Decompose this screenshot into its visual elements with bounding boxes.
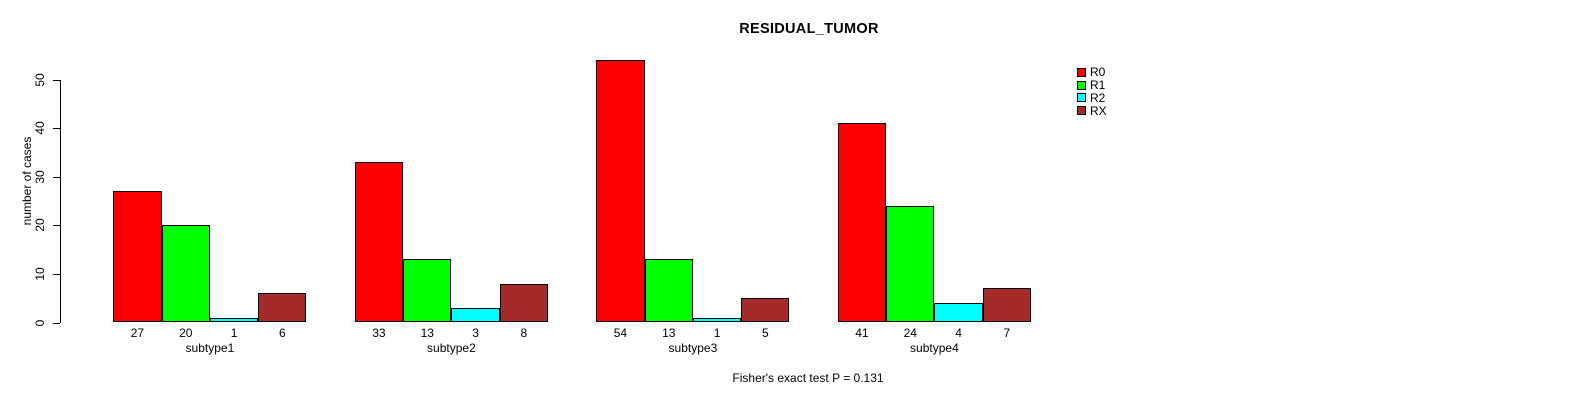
chart-title: RESIDUAL_TUMOR bbox=[739, 21, 879, 37]
y-axis-tick-label: 40 bbox=[33, 121, 47, 135]
bar-value-label: 20 bbox=[179, 325, 193, 340]
bar-subtype4-R1 bbox=[886, 205, 935, 323]
bar-subtype4-RX bbox=[982, 288, 1031, 323]
bar-value-label: 27 bbox=[130, 325, 145, 340]
y-axis-tick bbox=[52, 128, 60, 130]
y-axis-label: number of cases bbox=[20, 136, 34, 226]
legend-item: R2 bbox=[1077, 92, 1107, 105]
bar-subtype3-R2 bbox=[692, 317, 742, 323]
bar-value-label: 4 bbox=[955, 325, 962, 340]
bar-value-label: 3 bbox=[472, 325, 479, 340]
y-axis-tick-label: 0 bbox=[33, 319, 47, 326]
legend-swatch-RX bbox=[1077, 106, 1086, 116]
bar-subtype3-R0 bbox=[596, 60, 645, 323]
y-axis-tick bbox=[52, 225, 60, 227]
bar-subtype1-R2 bbox=[209, 317, 259, 323]
bar-value-label: 7 bbox=[1003, 325, 1011, 340]
bar-subtype2-R2 bbox=[451, 307, 500, 323]
x-category-label: subtype2 bbox=[427, 340, 476, 355]
bar-value-label: 13 bbox=[420, 325, 434, 340]
y-axis-tick-label: 50 bbox=[33, 72, 47, 87]
bar-subtype1-R0 bbox=[113, 191, 162, 323]
bar-value-label: 8 bbox=[520, 325, 528, 340]
fisher-test-annotation: Fisher's exact test P = 0.131 bbox=[732, 371, 884, 385]
bar-subtype2-R0 bbox=[354, 162, 404, 323]
legend-label: R0 bbox=[1090, 65, 1106, 80]
bar-value-label: 54 bbox=[613, 325, 628, 340]
legend-label: R2 bbox=[1090, 90, 1106, 105]
bar-value-label: 41 bbox=[855, 325, 869, 340]
legend-item: R1 bbox=[1077, 79, 1107, 92]
bar-value-label: 5 bbox=[762, 325, 769, 340]
legend: R0 R1 R2 RX bbox=[1077, 66, 1107, 117]
bar-value-label: 33 bbox=[372, 325, 386, 340]
bar-value-label: 13 bbox=[662, 325, 676, 340]
y-axis-tick bbox=[52, 322, 60, 324]
bar-subtype2-R1 bbox=[403, 259, 452, 323]
bar-value-label: 24 bbox=[903, 325, 917, 340]
y-axis-tick-label: 10 bbox=[33, 267, 47, 281]
legend-swatch-R1 bbox=[1077, 80, 1086, 90]
bar-subtype4-R2 bbox=[934, 303, 983, 323]
y-axis-tick bbox=[52, 176, 60, 178]
bar-subtype1-RX bbox=[258, 293, 307, 323]
bar-subtype4-R0 bbox=[837, 123, 887, 323]
x-category-label: subtype1 bbox=[185, 340, 235, 355]
bar-value-label: 1 bbox=[230, 325, 238, 340]
legend-swatch-R0 bbox=[1077, 67, 1086, 77]
bar-subtype1-R1 bbox=[161, 225, 210, 323]
x-category-label: subtype3 bbox=[668, 340, 718, 355]
legend-item: R0 bbox=[1077, 66, 1107, 79]
y-axis-tick bbox=[52, 79, 60, 81]
legend-item: RX bbox=[1077, 104, 1107, 117]
bar-value-label: 6 bbox=[279, 325, 286, 340]
legend-swatch-R2 bbox=[1077, 93, 1086, 103]
bar-subtype3-RX bbox=[741, 298, 790, 323]
bar-value-label: 1 bbox=[713, 325, 721, 340]
y-axis-tick-label: 20 bbox=[33, 218, 47, 232]
legend-label: R1 bbox=[1090, 78, 1106, 93]
y-axis-tick-label: 30 bbox=[33, 170, 47, 184]
bar-subtype3-R1 bbox=[644, 259, 693, 323]
legend-label: RX bbox=[1090, 103, 1107, 118]
x-category-label: subtype4 bbox=[910, 340, 959, 355]
y-axis-line bbox=[59, 79, 61, 323]
y-axis-tick bbox=[52, 273, 60, 275]
bar-subtype2-RX bbox=[499, 283, 548, 323]
